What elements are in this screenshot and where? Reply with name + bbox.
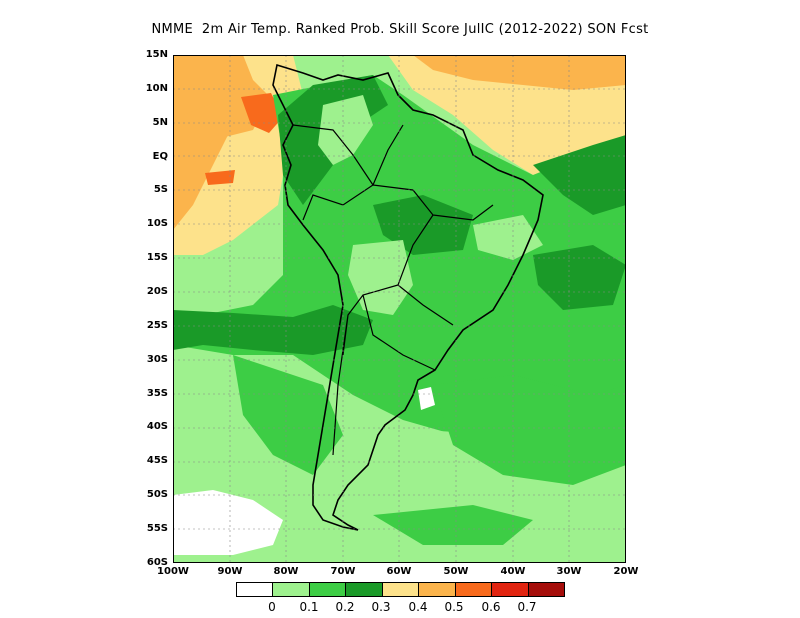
y-label: EQ <box>152 151 168 162</box>
y-label: 45S <box>146 455 168 466</box>
x-label: 90W <box>217 566 243 577</box>
x-label: 50W <box>443 566 469 577</box>
hotspot-2 <box>205 170 235 185</box>
legend-label: 0.4 <box>408 600 428 614</box>
legend-label: 0.6 <box>481 600 501 614</box>
x-label: 30W <box>556 566 582 577</box>
x-label: 60W <box>386 566 412 577</box>
y-label: 25S <box>146 320 168 331</box>
legend-label: 0.7 <box>517 600 537 614</box>
legend-swatch <box>236 582 274 597</box>
dark-green-patch-3 <box>173 305 373 355</box>
y-label: 40S <box>146 421 168 432</box>
southern-mid-green-region-2 <box>433 375 626 485</box>
x-label: 80W <box>273 566 299 577</box>
pacific-orange-region-2 <box>173 95 263 175</box>
legend-swatch <box>491 582 529 597</box>
x-label: 40W <box>500 566 526 577</box>
x-label: 100W <box>157 566 189 577</box>
light-green-patch-1 <box>318 95 373 165</box>
grid-lines <box>173 55 626 563</box>
dark-green-patch-5 <box>533 245 626 310</box>
map-title: NMME 2m Air Temp. Ranked Prob. Skill Sco… <box>151 22 649 37</box>
hotspot-1 <box>241 93 283 133</box>
y-label: 55S <box>146 523 168 534</box>
legend-swatch <box>345 582 383 597</box>
legend-label: 0.2 <box>335 600 355 614</box>
y-label: 20S <box>146 286 168 297</box>
y-label: 15S <box>146 252 168 263</box>
southern-mid-green-region-3 <box>373 505 533 545</box>
legend-swatch <box>272 582 310 597</box>
map-border <box>173 55 626 563</box>
dark-green-patch-4 <box>373 195 473 255</box>
y-label: 5S <box>153 184 168 195</box>
white-region-sw <box>173 490 283 555</box>
white-patch-2 <box>418 387 435 410</box>
y-label: 30S <box>146 354 168 365</box>
south-america-outline <box>272 63 544 531</box>
atlantic-orange-region <box>413 55 626 90</box>
y-label: 5N <box>152 117 168 128</box>
legend-swatch <box>381 582 420 597</box>
southern-mid-green-region <box>233 355 343 475</box>
legend-swatch <box>418 582 456 597</box>
x-label: 70W <box>330 566 356 577</box>
legend-swatch <box>454 582 493 597</box>
y-label: 35S <box>146 388 168 399</box>
y-label: 60S <box>146 557 168 568</box>
legend-label: 0.5 <box>444 600 464 614</box>
x-label: 20W <box>613 566 639 577</box>
y-label: 50S <box>146 489 168 500</box>
dark-green-patch-2 <box>533 135 626 215</box>
country-borders <box>292 124 494 456</box>
legend-label: 0.3 <box>371 600 391 614</box>
color-legend <box>236 582 565 599</box>
y-label: 10N <box>145 83 168 94</box>
skill-score-map <box>173 55 626 563</box>
legend-label: 0 <box>268 600 276 614</box>
legend-swatch <box>308 582 347 597</box>
y-label: 10S <box>146 218 168 229</box>
legend-label: 0.1 <box>299 600 319 614</box>
legend-swatch <box>527 582 565 597</box>
y-label: 15N <box>145 49 168 60</box>
light-green-patch-2 <box>348 240 413 315</box>
